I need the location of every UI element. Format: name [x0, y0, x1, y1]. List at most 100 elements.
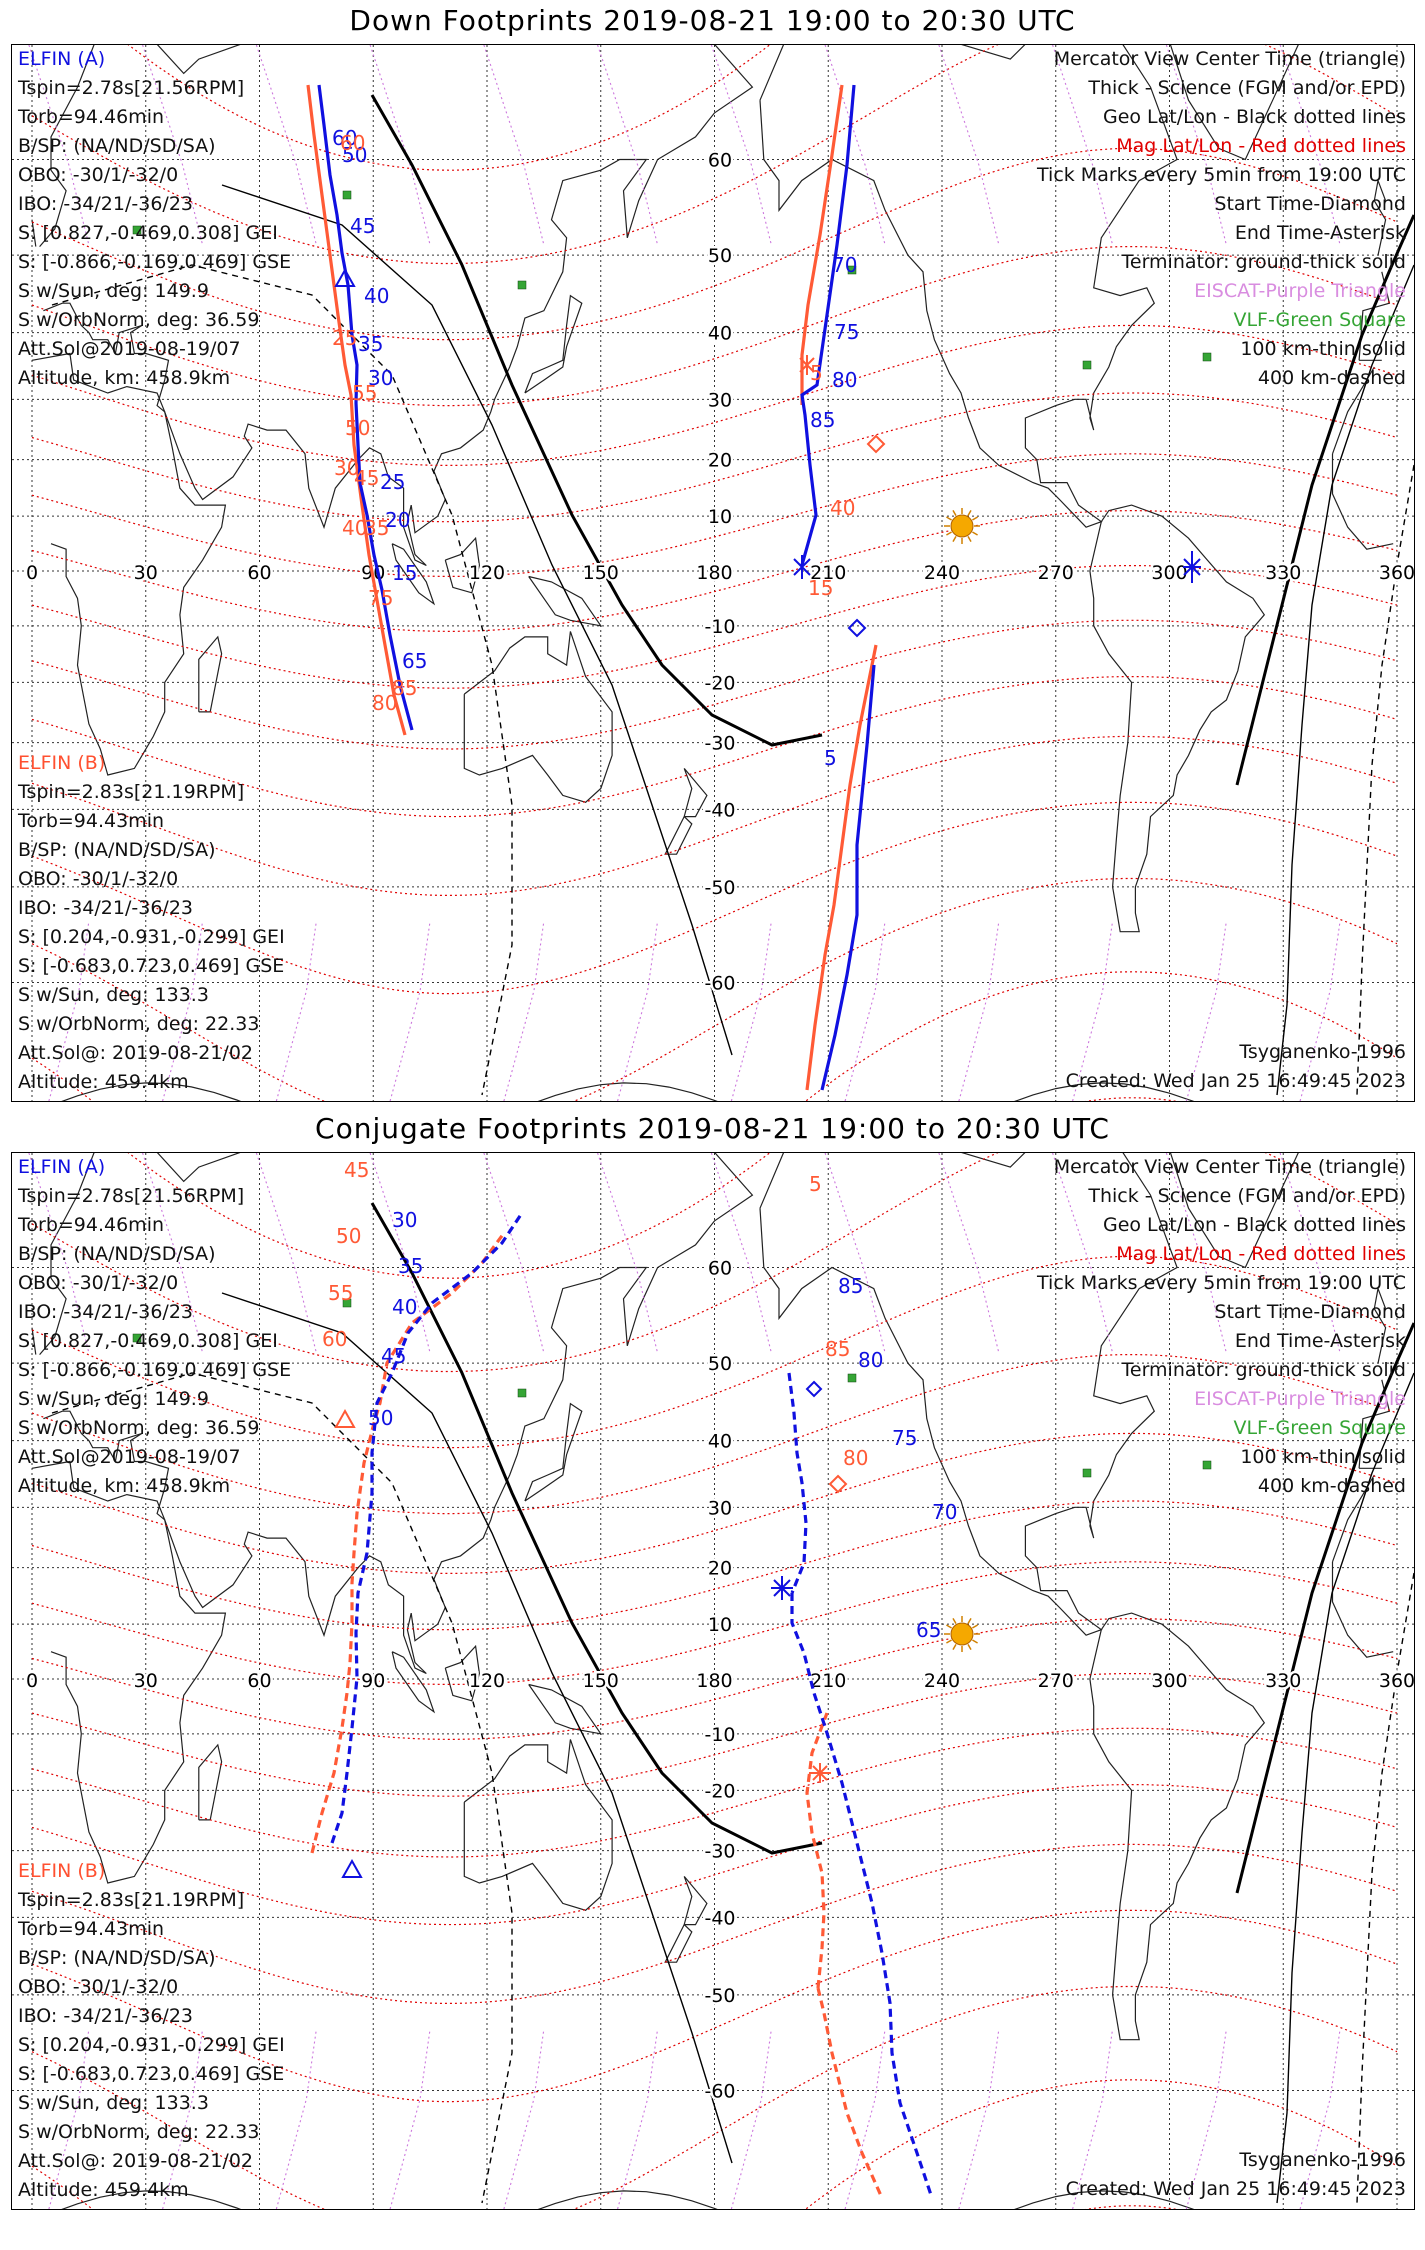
coastline [1331, 1561, 1394, 1658]
coastlines [31, 45, 1394, 1101]
lat-label: -20 [704, 672, 735, 694]
legend-line: Terminator: ground-thick solid [1121, 1359, 1407, 1381]
mag-lon-line [48, 2028, 90, 2209]
mag-lat-line [31, 1673, 1398, 1797]
lat-label: 20 [708, 1558, 732, 1580]
mag-lon-line [730, 920, 772, 1101]
elfin-a-tick-label: 25 [380, 470, 405, 494]
mag-lon-line [255, 1153, 317, 1354]
coastlines [31, 1153, 1394, 2209]
elfin-a-info-line: S: [-0.866,-0.169,0.469] GSE [18, 1359, 292, 1381]
coastline [31, 219, 37, 247]
mag-lat-line [31, 453, 1398, 577]
legend-line: Tick Marks every 5min from 19:00 UTC [1037, 164, 1406, 186]
lat-label: 30 [708, 1497, 732, 1519]
elfin-a-track [330, 1212, 524, 1844]
mag-lat-line [31, 1727, 1398, 1858]
elfin-a-info-line: S w/Sun, deg: 149.9 [18, 280, 209, 302]
mag-lon-line [958, 2028, 1000, 2209]
stations [132, 1298, 1212, 1478]
coastline [61, 2190, 1195, 2209]
sun-disc [950, 514, 974, 538]
mag-lon-line [389, 2028, 431, 2209]
lon-label: 360 [1379, 562, 1414, 584]
coastline [463, 631, 613, 803]
lat-label: 50 [708, 1353, 732, 1375]
elfin-a-tick-label: 45 [350, 214, 375, 238]
lat-label: 50 [708, 245, 732, 267]
mag-lat-line [31, 509, 1398, 633]
coastline [444, 1644, 481, 1702]
coastline [1373, 178, 1387, 256]
lat-label: 30 [708, 389, 732, 411]
created-timestamp: Created: Wed Jan 25 16:49:45 2023 [1065, 1070, 1406, 1092]
mag-lon-line [483, 1153, 545, 1354]
terminator-400km [1356, 1572, 1414, 2204]
mag-lon-line [1279, 1153, 1341, 1354]
terminator-100km [221, 1292, 733, 2164]
coastline [664, 816, 693, 855]
lon-label: 240 [924, 562, 960, 584]
elfin-b-start-diamond [828, 1474, 848, 1494]
mag-lat-line [31, 324, 1398, 466]
sun-ray [952, 1644, 957, 1650]
elfin-b-track [800, 84, 844, 405]
lon-label: 330 [1265, 562, 1301, 584]
elfin-a-tick-label: 75 [834, 320, 859, 344]
elfin-b-track [306, 84, 407, 736]
mag-lon-line [1052, 45, 1114, 246]
mag-lon-line [28, 45, 90, 246]
elfin-b-tick-label: 25 [332, 326, 357, 350]
elfin-a-info-line: Tspin=2.78s[21.56RPM] [18, 1185, 245, 1207]
elfin-b-info-line: Altitude: 459.4km [18, 1071, 189, 1093]
legend-line: EISCAT-Purple Triangle [1194, 280, 1406, 302]
lat-label: 40 [708, 1431, 732, 1453]
elfin-b-tick-label: 15 [808, 576, 833, 600]
coastline [198, 1743, 223, 1821]
mag-lon-line [1279, 45, 1341, 246]
elfin-b-info-line: IBO: -34/21/-36/23 [18, 897, 193, 919]
elfin-b-end-asterisk [809, 1763, 831, 1783]
elfin-a-end-asterisk [793, 555, 811, 579]
elfin-a-end-asterisk [771, 1576, 793, 1600]
terminator-400km [1356, 464, 1414, 1096]
coastline [391, 543, 436, 606]
legend-line: Thick - Science (FGM and/or EPD) [1088, 1185, 1406, 1207]
mag-lat-line [31, 1561, 1398, 1685]
elfin-b-track [310, 1232, 506, 1854]
elfin-a-info-line: OBO: -30/1/-32/0 [18, 164, 179, 186]
sun-ray [946, 516, 952, 521]
terminator-100km [1276, 264, 1414, 1096]
elfin-b-info-line: S: [-0.683,0.723,0.469] GSE [18, 2063, 285, 2085]
lat-label: -50 [704, 1985, 735, 2007]
elfin-a-tick-label: 30 [368, 366, 393, 390]
sun-ray [972, 516, 978, 521]
elfin-b-tick-label: 45 [344, 1158, 369, 1182]
coastline [683, 1876, 708, 1926]
mag-lon-line [1052, 1153, 1114, 1354]
mag-lon-line [824, 1153, 886, 1354]
elfin-b-center-triangle [334, 1408, 356, 1428]
elfin-a-tick-label: 40 [364, 284, 389, 308]
elfin-a-info-line: Att.Sol@2019-08-19/07 [18, 1446, 241, 1468]
lon-label: 210 [810, 562, 846, 584]
elfin-b-tick-label: 10 [790, 1153, 815, 1154]
legend-line: Mag Lat/Lon - Red dotted lines [1116, 135, 1406, 157]
legend-line: VLF-Green Square [1233, 1417, 1406, 1439]
mag-lat-line [31, 1617, 1398, 1741]
mag-lon-line [142, 45, 204, 246]
lat-label: 60 [708, 149, 732, 171]
elfin-a-tick-label: 30 [392, 1208, 417, 1232]
elfin-b-info-line: S w/Sun, deg: 133.3 [18, 2092, 209, 2114]
elfin-b-info-line: OBO: -30/1/-32/0 [18, 868, 179, 890]
elfin-b-tick-label: 60 [340, 131, 365, 155]
elfin-b-info-line: IBO: -34/21/-36/23 [18, 2005, 193, 2027]
mag-lon-line [617, 920, 659, 1101]
tick-labels: 6050454035302520156570758085560555045403… [332, 126, 859, 770]
mag-lon-line [28, 1153, 90, 1354]
lat-label: 40 [708, 323, 732, 345]
legend-line: 400 km-dashed [1257, 1475, 1406, 1497]
elfin-a-tick-label: 70 [932, 1500, 957, 1524]
sun-icon [944, 1616, 980, 1652]
elfin-a-tick-label: 40 [392, 1295, 417, 1319]
